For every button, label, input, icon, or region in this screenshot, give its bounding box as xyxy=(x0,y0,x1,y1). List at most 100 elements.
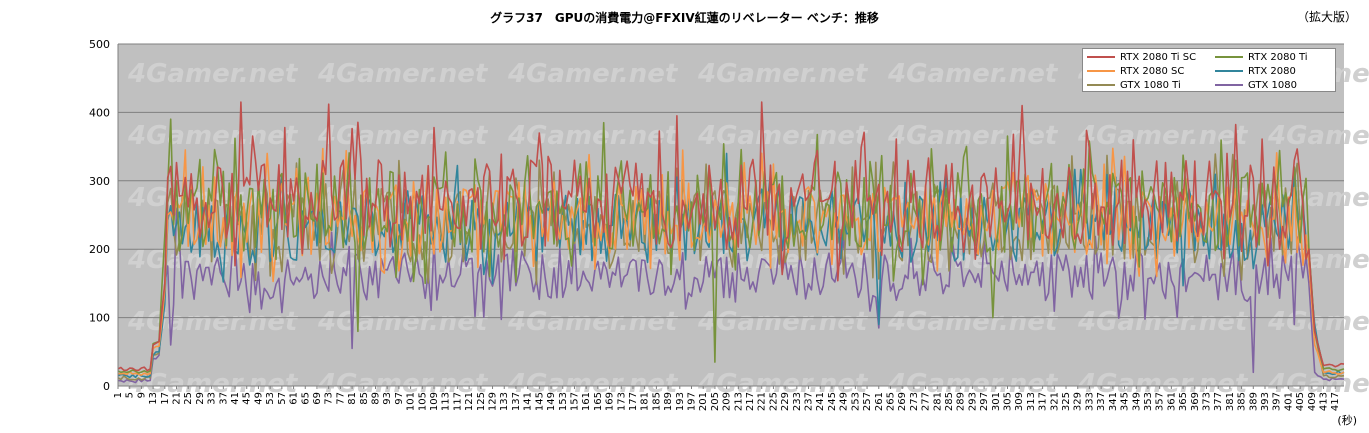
x-tick-label: 125 xyxy=(476,392,487,411)
x-tick-label: 149 xyxy=(546,392,557,411)
x-tick-label: 345 xyxy=(1120,392,1131,411)
watermark-text: 4Gamer.net xyxy=(697,369,869,399)
x-tick-label: 209 xyxy=(722,392,733,411)
x-tick-label: 41 xyxy=(230,392,241,405)
watermark-text: 4Gamer.net xyxy=(1267,121,1369,151)
legend-item: GTX 1080 Ti xyxy=(1087,78,1215,92)
legend-label: GTX 1080 xyxy=(1248,79,1297,91)
watermark-text: 4Gamer.net xyxy=(127,369,299,399)
x-tick-label: 37 xyxy=(218,392,229,405)
x-tick-label: 201 xyxy=(698,392,709,411)
x-tick-label: 69 xyxy=(312,392,323,405)
y-tick-label: 300 xyxy=(89,175,110,188)
watermark-text: 4Gamer.net xyxy=(317,59,489,89)
legend-swatch xyxy=(1215,84,1243,86)
watermark-text: 4Gamer.net xyxy=(1267,369,1369,399)
watermark-text: 4Gamer.net xyxy=(697,121,869,151)
x-tick-label: 245 xyxy=(827,392,838,411)
watermark-text: 4Gamer.net xyxy=(887,369,1059,399)
legend-item: RTX 2080 SC xyxy=(1087,64,1215,78)
x-tick-label: 297 xyxy=(979,392,990,411)
x-tick-label: 33 xyxy=(207,392,218,405)
x-tick-label: 353 xyxy=(1143,392,1154,411)
x-tick-label: 213 xyxy=(733,392,744,411)
x-tick-label: 157 xyxy=(569,392,580,411)
x-tick-label: 293 xyxy=(967,392,978,411)
x-tick-label: 393 xyxy=(1260,392,1271,411)
x-tick-label: 261 xyxy=(874,392,885,411)
x-tick-label: 113 xyxy=(441,392,452,411)
x-tick-label: 217 xyxy=(745,392,756,411)
watermark-text: 4Gamer.net xyxy=(317,369,489,399)
x-tick-label: 17 xyxy=(160,392,171,405)
x-tick-label: 121 xyxy=(464,392,475,411)
watermark-text: 4Gamer.net xyxy=(127,121,299,151)
edition-note: （拡大版） xyxy=(1296,10,1357,24)
x-tick-label: 257 xyxy=(862,392,873,411)
x-tick-label: 205 xyxy=(710,392,721,411)
x-tick-label: 377 xyxy=(1213,392,1224,411)
x-tick-label: 389 xyxy=(1248,392,1259,411)
x-tick-label: 321 xyxy=(1049,392,1060,411)
x-tick-label: 229 xyxy=(780,392,791,411)
x-tick-label: 405 xyxy=(1295,392,1306,411)
chart-title: グラフ37 GPUの消費電力@FFXIV紅蓮のリベレーター ベンチ：推移 xyxy=(490,11,879,25)
x-tick-label: 77 xyxy=(335,392,346,405)
legend-label: RTX 2080 SC xyxy=(1120,65,1185,77)
x-tick-label: 409 xyxy=(1307,392,1318,411)
x-tick-label: 357 xyxy=(1155,392,1166,411)
x-tick-label: 169 xyxy=(605,392,616,411)
x-tick-label: 129 xyxy=(488,392,499,411)
x-tick-label: 309 xyxy=(1014,392,1025,411)
watermark-text: 4Gamer.net xyxy=(1267,307,1369,337)
x-tick-label: 373 xyxy=(1201,392,1212,411)
x-tick-label: 249 xyxy=(839,392,850,411)
x-tick-label: 101 xyxy=(406,392,417,411)
x-tick-label: 1 xyxy=(113,392,124,398)
x-tick-label: 189 xyxy=(663,392,674,411)
legend-swatch xyxy=(1087,70,1115,72)
x-tick-label: 233 xyxy=(792,392,803,411)
x-tick-label: 417 xyxy=(1330,392,1341,411)
x-tick-label: 273 xyxy=(909,392,920,411)
x-tick-label: 73 xyxy=(324,392,335,405)
y-tick-label: 100 xyxy=(89,312,110,325)
legend-item: RTX 2080 Ti xyxy=(1215,50,1339,64)
x-tick-label: 265 xyxy=(885,392,896,411)
x-tick-label: 61 xyxy=(289,392,300,405)
legend-swatch xyxy=(1087,56,1115,58)
x-tick-label: 325 xyxy=(1061,392,1072,411)
series-line xyxy=(117,101,1345,372)
x-tick-label: 197 xyxy=(686,392,697,411)
legend-swatch xyxy=(1215,56,1243,58)
x-tick-label: 285 xyxy=(944,392,955,411)
x-tick-label: 193 xyxy=(675,392,686,411)
x-tick-label: 305 xyxy=(1003,392,1014,411)
y-tick-label: 400 xyxy=(89,106,110,119)
x-tick-label: 5 xyxy=(125,392,136,398)
x-tick-label: 177 xyxy=(628,392,639,411)
series-line xyxy=(117,153,1345,381)
x-tick-label: 181 xyxy=(640,392,651,411)
x-tick-label: 25 xyxy=(183,392,194,405)
x-tick-label: 397 xyxy=(1272,392,1283,411)
x-tick-label: 81 xyxy=(347,392,358,405)
x-axis-unit-label: (秒) xyxy=(1337,414,1357,427)
x-tick-label: 281 xyxy=(932,392,943,411)
x-tick-label: 141 xyxy=(523,392,534,411)
x-tick-label: 369 xyxy=(1190,392,1201,411)
x-tick-label: 85 xyxy=(359,392,370,405)
watermark-text: 4Gamer.net xyxy=(127,307,299,337)
x-tick-label: 253 xyxy=(850,392,861,411)
y-tick-label: 200 xyxy=(89,243,110,256)
x-tick-label: 381 xyxy=(1225,392,1236,411)
watermark-text: 4Gamer.net xyxy=(1077,121,1249,151)
x-tick-label: 45 xyxy=(242,392,253,405)
legend-item: RTX 2080 xyxy=(1215,64,1339,78)
x-tick-label: 225 xyxy=(768,392,779,411)
x-tick-label: 153 xyxy=(558,392,569,411)
x-tick-label: 93 xyxy=(382,392,393,405)
x-tick-label: 313 xyxy=(1026,392,1037,411)
x-tick-label: 385 xyxy=(1237,392,1248,411)
